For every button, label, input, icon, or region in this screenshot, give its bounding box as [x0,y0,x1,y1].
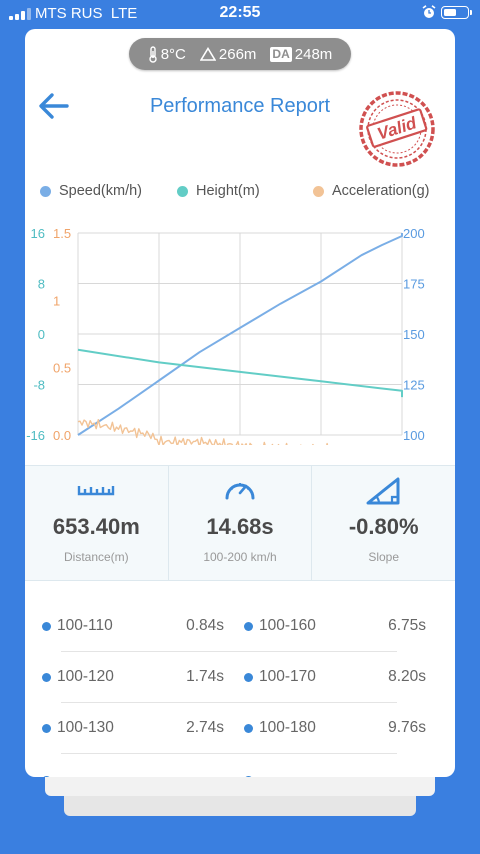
tick-label-height: 0 [38,327,45,342]
legend-item-speed[interactable]: Speed(km/h) [40,183,142,199]
legend-item-height[interactable]: Height(m) [177,183,260,199]
distance-value: 653.40m [52,514,140,539]
tick-label-speed: 125 [403,378,425,393]
bullet-icon [244,776,253,777]
slope-stat: -0.80% Slope [311,466,455,580]
series-line-acceleration [77,419,390,445]
alarm-icon [422,5,436,18]
divider [61,702,397,703]
series-line-height [77,348,403,398]
series-line-speed [77,233,403,436]
slope-label: Slope [368,550,400,564]
tick-label-speed: 175 [403,277,425,292]
bullet-icon [42,776,51,777]
tick-label-speed: 150 [403,327,425,342]
tick-label-height: 16 [31,226,45,241]
tick-label-acceleration: 0.5 [53,361,71,376]
bullet-icon [42,622,51,631]
tick-label-speed: 100 [403,428,425,443]
signal-icon [9,8,31,20]
density-altitude-value: 248m [294,45,333,63]
divider [61,651,397,652]
slope-value: -0.80% [348,514,419,539]
time-value: 14.68s [206,514,274,539]
mountain-icon [199,47,216,61]
report-card: 8°C 266m DA 248m Performance Report Vali… [25,29,455,777]
speedometer-icon [225,483,255,500]
weather-pill: 8°C 266m DA 248m [129,38,351,70]
list-item[interactable]: 100-160 6.75s [244,615,426,639]
tick-label-acceleration: 0.0 [53,428,71,443]
bullet-icon [244,622,253,631]
clock: 22:55 [219,4,261,21]
list-item[interactable]: 100-120 1.74s [42,666,224,690]
tick-label-height: -16 [26,428,45,443]
stats-panel: 653.40m Distance(m) 14.68s 100-200 km/h … [25,465,455,581]
bullet-icon [42,724,51,733]
battery-icon [441,6,472,19]
distance-label: Distance(m) [63,550,129,564]
bullet-icon [244,724,253,733]
legend-item-acceleration[interactable]: Acceleration(g) [313,183,430,199]
valid-stamp-icon: Valid [359,91,435,167]
time-label: 100-200 km/h [203,550,277,564]
time-stat: 14.68s 100-200 km/h [167,466,312,580]
list-item[interactable]: 100-110 0.84s [42,615,224,639]
tick-label-height: -8 [33,378,45,393]
list-item[interactable]: 100-180 9.76s [244,717,426,741]
tick-label-acceleration: 1 [53,293,60,308]
altitude-value: 266m [218,45,257,63]
distance-stat: 653.40m Distance(m) [25,466,168,580]
list-item[interactable] [42,769,224,777]
list-item[interactable]: 100-170 8.20s [244,666,426,690]
list-item[interactable] [244,769,426,777]
thermometer-icon [149,45,157,63]
performance-chart: 16 8 0 -8 -16 1.5 1 0.5 0.0 200 175 150 125 100 [26,226,425,445]
list-item[interactable]: 100-130 2.74s [42,717,224,741]
divider [61,753,397,754]
bullet-icon [42,673,51,682]
temperature-value: 8°C [160,45,186,63]
density-altitude-badge: DA [270,46,292,62]
tick-label-height: 8 [38,277,45,292]
status-bar: MTS RUS LTE 22:55 [0,0,480,28]
tick-label-acceleration: 1.5 [53,226,71,241]
bullet-icon [244,673,253,682]
back-arrow-icon[interactable] [37,91,71,121]
ruler-icon [78,486,115,496]
page-title: Performance Report [149,95,331,117]
tick-label-speed: 200 [403,226,425,241]
carrier-label: MTS RUS LTE [35,5,138,22]
slope-icon [366,477,400,505]
